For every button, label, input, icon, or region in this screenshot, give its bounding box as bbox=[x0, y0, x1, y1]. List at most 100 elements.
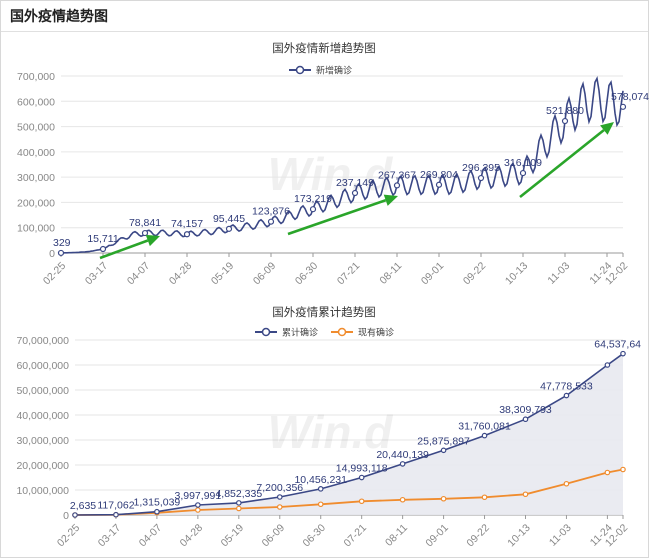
chart2-point-current bbox=[195, 507, 201, 513]
chart1-x-tick: 08-11 bbox=[377, 260, 404, 287]
chart2-point-cumulative bbox=[113, 511, 119, 518]
chart1-data-label: 521,880 bbox=[546, 105, 584, 117]
chart2-x-tick: 04-28 bbox=[178, 522, 206, 550]
chart2-data-label: 3,997,991 bbox=[175, 490, 222, 502]
chart2-point-current bbox=[620, 466, 626, 473]
chart1-y-tick: 200,000 bbox=[17, 197, 55, 209]
chart1-x-tick: 02-25 bbox=[41, 260, 69, 288]
chart2-point-current bbox=[236, 505, 242, 512]
chart2-y-tick: 0 bbox=[63, 510, 69, 522]
chart2-point-cumulative bbox=[358, 474, 365, 481]
chart1-point bbox=[183, 231, 191, 238]
chart2-data-label: 25,875,897 bbox=[417, 435, 470, 447]
chart1-point bbox=[309, 206, 317, 213]
chart1-data-label: 95,445 bbox=[213, 213, 245, 225]
chart2-x-tick: 03-17 bbox=[96, 522, 124, 550]
chart2-point-cumulative bbox=[620, 350, 626, 357]
chart1-point bbox=[435, 181, 443, 188]
chart2-x-tick: 02-25 bbox=[55, 522, 83, 550]
chart2-data-label: 117,062 bbox=[97, 500, 134, 512]
panel-divider bbox=[1, 31, 648, 32]
chart1-x-tick: 05-19 bbox=[209, 260, 237, 288]
chart1-legend-label: 新增确诊 bbox=[316, 65, 352, 77]
chart2-title: 国外疫情累计趋势图 bbox=[272, 305, 376, 319]
chart2-point-cumulative bbox=[72, 512, 78, 518]
chart2-x-tick: 06-09 bbox=[260, 522, 288, 550]
chart2-x-tick: 09-22 bbox=[464, 522, 492, 550]
chart1-trend-arrow bbox=[519, 129, 605, 199]
chart2-x-tick: 07-21 bbox=[342, 522, 370, 550]
chart1-x-tick: 09-01 bbox=[419, 260, 447, 288]
chart2-point-cumulative bbox=[522, 416, 529, 423]
chart1-x-tick: 06-09 bbox=[251, 260, 279, 288]
chart2-point-cumulative bbox=[481, 432, 488, 439]
chart1-data-label: 296,395 bbox=[462, 162, 500, 174]
chart1-point bbox=[477, 174, 485, 182]
chart2-point-cumulative bbox=[604, 362, 611, 368]
chart1-trend-arrow bbox=[287, 199, 387, 236]
chart2-data-label: 64,537,64 bbox=[594, 339, 641, 351]
chart2-y-tick: 50,000,000 bbox=[16, 385, 69, 397]
chart1-legend-marker bbox=[295, 65, 305, 75]
chart1-y-tick: 700,000 bbox=[17, 71, 55, 83]
chart2-point-cumulative bbox=[154, 508, 160, 515]
chart2-point-cumulative bbox=[195, 502, 201, 508]
chart1-point bbox=[619, 103, 627, 110]
chart2-data-label: 10,456,231 bbox=[294, 474, 347, 486]
chart1-data-label: 74,157 bbox=[171, 218, 203, 230]
chart2-y-tick: 70,000,000 bbox=[16, 335, 69, 347]
chart2-x-tick: 08-11 bbox=[383, 522, 410, 549]
chart2-point-current bbox=[440, 495, 447, 502]
chart1-data-label: 329 bbox=[53, 237, 71, 249]
chart2-data-label: 7,200,356 bbox=[256, 482, 303, 494]
chart1-y-tick: 400,000 bbox=[17, 147, 55, 159]
chart2-data-label: 4,852,335 bbox=[215, 488, 262, 500]
chart2-legend-label: 累计确诊 bbox=[282, 327, 318, 339]
chart2-point-current bbox=[358, 498, 365, 505]
chart1-trend-arrow-head bbox=[145, 234, 160, 247]
chart2-data-label: 2,635 bbox=[70, 500, 96, 512]
chart1-data-label: 267,367 bbox=[378, 169, 416, 181]
chart1-y-tick: 500,000 bbox=[17, 122, 55, 134]
chart1-point bbox=[141, 229, 149, 237]
chart1-y-tick: 600,000 bbox=[17, 96, 55, 108]
chart2-point-cumulative bbox=[399, 461, 406, 467]
chart2-point-current bbox=[522, 491, 529, 498]
chart1-x-tick: 11-03 bbox=[545, 260, 572, 287]
chart2-data-label: 31,760,081 bbox=[458, 421, 511, 433]
chart2-x-tick: 10-13 bbox=[505, 522, 533, 550]
chart2-point-cumulative bbox=[563, 392, 570, 399]
chart1-data-label: 269,804 bbox=[420, 169, 458, 181]
chart2-data-label: 1,315,039 bbox=[134, 497, 181, 509]
chart1-point bbox=[99, 245, 107, 253]
chart2-point-current bbox=[276, 504, 283, 510]
chart2-point-current bbox=[481, 494, 488, 501]
chart2-x-tick: 06-30 bbox=[301, 522, 329, 550]
chart2-legend-marker bbox=[261, 327, 271, 337]
chart1-x-tick: 07-21 bbox=[335, 260, 363, 288]
chart2-x-tick: 09-01 bbox=[423, 522, 451, 550]
chart2-point-cumulative bbox=[236, 500, 242, 506]
chart1-watermark: Win.d bbox=[268, 148, 394, 200]
chart2-point-current bbox=[604, 469, 611, 476]
chart1-trend-arrow-head bbox=[383, 194, 398, 206]
chart2-point-cumulative bbox=[440, 447, 447, 454]
chart1-series-line bbox=[61, 76, 624, 254]
chart2-area-fill bbox=[75, 353, 623, 515]
chart2-legend-marker bbox=[337, 327, 347, 337]
chart1-data-label: 316,109 bbox=[504, 157, 542, 169]
chart2-y-tick: 40,000,000 bbox=[16, 410, 69, 422]
chart1-data-label: 237,149 bbox=[336, 177, 374, 189]
chart1-x-tick: 04-07 bbox=[125, 260, 153, 288]
chart1-data-label: 78,841 bbox=[129, 217, 161, 229]
chart1-trend-arrow bbox=[99, 239, 149, 260]
chart1-trend-arrow-head bbox=[600, 122, 614, 135]
panel-title: 国外疫情趋势图 bbox=[10, 9, 108, 25]
chart1-data-label: 173,219 bbox=[294, 193, 332, 205]
chart1-point bbox=[561, 117, 569, 125]
chart2-x-tick: 11-03 bbox=[547, 522, 574, 549]
chart1-x-tick: 04-28 bbox=[167, 260, 195, 288]
chart2-y-tick: 30,000,000 bbox=[16, 435, 69, 447]
chart2-point-current bbox=[399, 496, 406, 503]
